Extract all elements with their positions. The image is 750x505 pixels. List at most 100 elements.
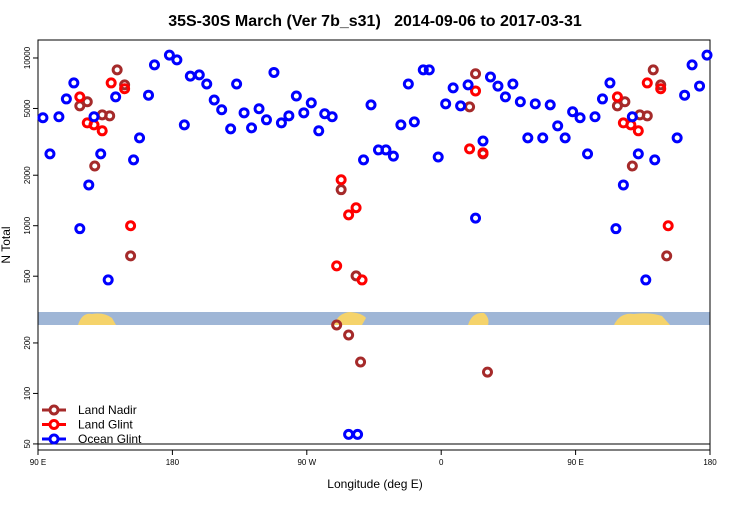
point (671, 132, 683, 144)
point (283, 110, 295, 122)
point (470, 68, 482, 80)
point (95, 148, 107, 160)
point (641, 77, 653, 89)
point (193, 69, 205, 81)
x-tick-label: 180 (166, 458, 180, 467)
point (102, 274, 114, 286)
legend-label: Land Nadir (78, 403, 137, 417)
legend-marker (48, 404, 60, 416)
point (582, 148, 594, 160)
point (499, 91, 511, 103)
point (201, 78, 213, 90)
point (617, 179, 629, 191)
point (119, 83, 131, 95)
point (128, 154, 140, 166)
point (89, 160, 101, 172)
point (701, 49, 713, 61)
point (589, 111, 601, 123)
point (163, 49, 175, 61)
point (395, 119, 407, 131)
y-tick-label: 200 (23, 336, 32, 350)
point (619, 96, 631, 108)
y-tick-label: 1000 (23, 216, 32, 234)
point (125, 220, 137, 232)
x-tick-label: 180 (703, 458, 717, 467)
point (462, 79, 474, 91)
point (470, 212, 482, 224)
point (492, 80, 504, 92)
point (216, 104, 228, 116)
point (88, 111, 100, 123)
point (686, 59, 698, 71)
point (305, 97, 317, 109)
point (343, 428, 355, 440)
y-tick-label: 500 (23, 269, 32, 283)
point (440, 98, 452, 110)
point (662, 220, 674, 232)
point (268, 66, 280, 78)
point (464, 143, 476, 155)
point (626, 160, 638, 172)
point (649, 154, 661, 166)
point (60, 93, 72, 105)
point (647, 64, 659, 76)
point (477, 135, 489, 147)
point (290, 90, 302, 102)
point (661, 250, 673, 262)
point (552, 120, 564, 132)
point (81, 96, 93, 108)
point (119, 79, 131, 91)
x-tick-label: 90 E (30, 458, 46, 467)
point (171, 54, 183, 66)
point (37, 112, 49, 124)
point (184, 70, 196, 82)
point (178, 119, 190, 131)
point (423, 64, 435, 76)
point (231, 78, 243, 90)
point (408, 116, 420, 128)
point (574, 112, 586, 124)
y-tick-label: 100 (23, 386, 32, 400)
point (567, 106, 579, 118)
map-strip (38, 312, 710, 325)
point (694, 80, 706, 92)
point (326, 111, 338, 123)
y-tick-label: 10000 (23, 46, 32, 69)
legend-marker (48, 419, 60, 430)
chart-title: 35S-30S March (Ver 7b_s31) 2014-09-06 to… (168, 13, 582, 30)
point (380, 144, 392, 156)
point (331, 319, 343, 331)
point (298, 107, 310, 119)
point (313, 125, 325, 137)
point (355, 356, 367, 368)
point (529, 98, 541, 110)
point (143, 89, 155, 101)
point (356, 274, 368, 286)
point (331, 260, 343, 272)
point (365, 99, 377, 111)
point (641, 110, 653, 122)
point (68, 77, 80, 89)
point (44, 148, 56, 160)
point (464, 101, 476, 113)
point (343, 329, 355, 341)
point (455, 100, 467, 112)
point (481, 366, 493, 378)
point (655, 83, 667, 95)
x-tick-label: 90 E (567, 458, 583, 467)
point (432, 151, 444, 163)
x-axis-label: Longitude (deg E) (327, 477, 422, 491)
point (246, 122, 258, 134)
point (604, 77, 616, 89)
point (208, 94, 220, 106)
point (387, 150, 399, 162)
point (253, 103, 265, 115)
point (104, 110, 116, 122)
point (358, 154, 370, 166)
y-tick-label: 5000 (23, 99, 32, 117)
legend-label: Land Glint (78, 418, 133, 432)
point (507, 78, 519, 90)
point (626, 111, 638, 123)
point (679, 89, 691, 101)
